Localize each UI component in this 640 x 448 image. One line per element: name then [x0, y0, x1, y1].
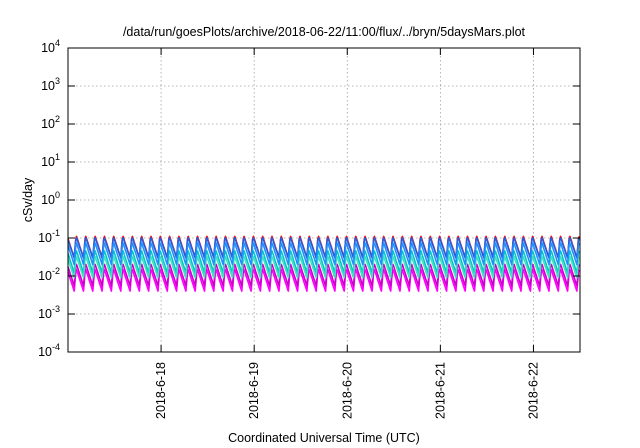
- x-axis-ticks: 2018-6-18 2018-6-19 2018-6-20 2018-6-21 2018…: [154, 48, 540, 419]
- y-tick-label: 10-4: [38, 342, 60, 359]
- y-tick-exponent: 4: [55, 38, 60, 48]
- grid: [68, 48, 580, 352]
- y-tick-exponent: 3: [55, 76, 60, 86]
- y-tick-base: 10: [41, 193, 55, 207]
- y-tick-base: 10: [41, 41, 55, 55]
- y-tick-label: 10-2: [38, 266, 60, 283]
- y-tick-label: 102: [41, 114, 60, 131]
- y-tick-exponent: -1: [52, 228, 60, 238]
- chart-title: /data/run/goesPlots/archive/2018-06-22/1…: [123, 25, 526, 39]
- y-tick-exponent: -4: [52, 342, 60, 352]
- y-tick-base: 10: [41, 117, 55, 131]
- y-tick-label: 10-3: [38, 304, 60, 321]
- y-tick-exponent: -2: [52, 266, 60, 276]
- x-axis-label: Coordinated Universal Time (UTC): [228, 431, 420, 445]
- x-tick-label: 2018-6-20: [340, 362, 354, 419]
- y-tick-label: 10-1: [38, 228, 60, 245]
- y-tick-base: 10: [41, 79, 55, 93]
- y-tick-label: 100: [41, 190, 60, 207]
- y-tick-label: 104: [41, 38, 60, 55]
- series-line: [67, 255, 580, 279]
- y-tick-exponent: 0: [55, 190, 60, 200]
- y-tick-base: 10: [38, 307, 52, 321]
- x-tick-label: 2018-6-19: [247, 362, 261, 419]
- series-layer: [67, 235, 580, 292]
- y-tick-base: 10: [38, 269, 52, 283]
- y-tick-exponent: 1: [55, 152, 60, 162]
- y-tick-base: 10: [41, 155, 55, 169]
- series-line: [67, 242, 580, 266]
- y-tick-label: 101: [41, 152, 60, 169]
- x-tick-label: 2018-6-22: [526, 362, 540, 419]
- y-tick-base: 10: [38, 345, 52, 359]
- y-tick-label: 103: [41, 76, 60, 93]
- x-tick-label: 2018-6-18: [154, 362, 168, 419]
- y-tick-exponent: -3: [52, 304, 60, 314]
- y-axis-label: cSv/day: [21, 177, 35, 222]
- x-tick-label: 2018-6-21: [433, 362, 447, 419]
- y-tick-exponent: 2: [55, 114, 60, 124]
- y-tick-base: 10: [38, 231, 52, 245]
